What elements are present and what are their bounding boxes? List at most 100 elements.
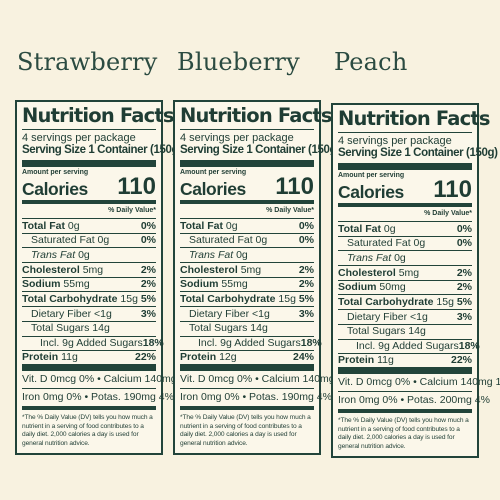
total-sugars-row: Total Sugars 14g [22,322,156,337]
calories-label: Calories [22,178,88,199]
nutrient-name: Dietary Fiber [347,310,408,323]
nutrient-name: Total Fat [22,219,65,232]
protein-row: Protein 11g 22% [22,351,156,372]
servings-per-package: 4 servings per package [338,134,452,147]
nutrient-amount: 0g [236,248,248,261]
cholesterol-row: Cholesterol 5mg 2% [22,263,156,278]
panel-title: Nutrition Facts [180,106,333,130]
iron-potassium-line: Iron 0mg 0% • Potas. 200mg 4% [338,392,490,414]
nutrient-amount: 11g [61,351,78,364]
nutrient-amount: <1g [252,307,270,320]
vitamin-calcium-line: Vit. D 0mcg 0% • Calcium 140mg 10% [22,371,201,390]
nutrient-dv: 5% [456,296,472,309]
nutrient-amount: 12g [219,351,237,364]
nutrient-name: Total Fat [338,222,381,235]
nutrient-name: Trans Fat [347,251,392,264]
dietary-fiber-row: Dietary Fiber <1g 3% [180,307,314,322]
calories-row: Calories 110 [180,173,314,204]
nutrient-name: Saturated Fat [31,234,95,247]
sodium-row: Sodium 55mg 2% [22,278,156,293]
saturated-fat-row: Saturated Fat 0g 0% [22,234,156,249]
flavor-heading-peach: Peach [334,48,408,76]
total-sugars-row: Total Sugars 14g [180,322,314,337]
nutrient-dv: 0% [456,222,472,235]
flavor-heading-strawberry: Strawberry [17,48,158,76]
flavor-heading-blueberry: Blueberry [177,48,300,76]
nutrition-panel-peach: Nutrition Facts 4 servings per package S… [331,103,500,458]
nutrient-amount: <1g [410,310,428,323]
nutrient-dv: 5% [140,293,156,306]
calories-value: 110 [117,173,156,200]
nutrient-name: Total Carbohydrate [22,293,118,306]
daily-value-header: % Daily Value* [22,204,156,219]
total-carbohydrate-row: Total Carbohydrate 15g 5% [22,292,156,308]
nutrient-name: Incl. 9g Added Sugars [356,340,459,353]
iron-potassium-line: Iron 0mg 0% • Potas. 190mg 4% [180,389,332,411]
nutrient-amount: 0g [255,234,268,247]
nutrient-dv: 0% [298,219,314,232]
vitamin-calcium-line: Vit. D 0mcg 0% • Calcium 140mg 10% [180,371,359,390]
total-carbohydrate-row: Total Carbohydrate 15g 5% [180,292,314,308]
nutrient-dv: 2% [298,263,314,276]
nutrient-name: Total Carbohydrate [180,293,276,306]
nutrient-dv: 3% [140,307,156,320]
sodium-row: Sodium 50mg 2% [338,281,472,296]
nutrient-name: Sodium [338,281,377,294]
calories-row: Calories 110 [22,173,156,204]
nutrient-amount: 0g [67,219,80,232]
nutrient-name: Dietary Fiber [31,307,92,320]
nutrient-amount: 0g [394,251,406,264]
nutrient-name: Dietary Fiber [189,307,250,320]
nutrient-name: Cholesterol [22,263,80,276]
nutrient-amount: 15g [120,293,138,306]
daily-value-footnote: *The % Daily Value (DV) tells you how mu… [180,414,311,447]
nutrient-name: Sodium [180,278,219,291]
calories-label: Calories [180,178,246,199]
serving-size: Serving Size 1 Container (150g) [338,147,498,170]
daily-value-header: % Daily Value* [338,207,472,222]
amount-per-serving: Amount per serving [338,172,405,179]
nutrient-name: Total Carbohydrate [338,296,434,309]
iron-potassium-line: Iron 0mg 0% • Potas. 190mg 4% [22,389,174,411]
calories-value: 110 [433,176,472,203]
protein-row: Protein 11g 22% [338,354,472,375]
nutrient-dv: 0% [140,234,156,247]
trans-fat-row: Trans Fat 0g [338,251,472,267]
nutrient-amount: 0g [78,248,90,261]
trans-fat-row: Trans Fat 0g [180,248,314,264]
nutrient-name: Incl. 9g Added Sugars [40,337,143,350]
nutrient-dv: 5% [298,293,314,306]
nutrient-dv: 0% [140,219,156,232]
nutrient-dv: 18% [300,337,322,350]
nutrient-dv: 22% [134,351,156,364]
cholesterol-row: Cholesterol 5mg 2% [338,266,472,281]
nutrient-dv: 3% [456,310,472,323]
protein-row: Protein 12g 24% [180,351,314,372]
nutrient-name: Saturated Fat [347,237,411,250]
nutrient-name: Total Sugars 14g [31,322,110,335]
servings-per-package: 4 servings per package [180,131,294,144]
nutrient-amount: 0g [225,219,238,232]
vitamin-calcium-line: Vit. D 0mcg 0% • Calcium 140mg 10% [338,374,500,393]
trans-fat-row: Trans Fat 0g [22,248,156,264]
nutrient-dv: 24% [292,351,314,364]
nutrient-dv: 0% [456,237,472,250]
nutrient-name: Sodium [22,278,61,291]
daily-value-footnote: *The % Daily Value (DV) tells you how mu… [22,414,153,447]
calories-value: 110 [275,173,314,200]
calories-row: Calories 110 [338,176,472,207]
nutrient-name: Protein [180,351,217,364]
nutrient-amount: 15g [436,296,454,309]
nutrient-dv: 3% [298,307,314,320]
amount-per-serving: Amount per serving [22,169,89,176]
nutrient-amount: 15g [278,293,296,306]
total-fat-row: Total Fat 0g 0% [22,219,156,234]
nutrient-amount: 5mg [82,263,104,276]
cholesterol-row: Cholesterol 5mg 2% [180,263,314,278]
nutrient-name: Saturated Fat [189,234,253,247]
nutrient-name: Incl. 9g Added Sugars [198,337,301,350]
nutrient-name: Trans Fat [31,248,76,261]
added-sugars-row: Incl. 9g Added Sugars 18% [22,337,164,352]
nutrition-panel-blueberry: Nutrition Facts 4 servings per package S… [173,100,359,455]
nutrient-name: Total Fat [180,219,223,232]
